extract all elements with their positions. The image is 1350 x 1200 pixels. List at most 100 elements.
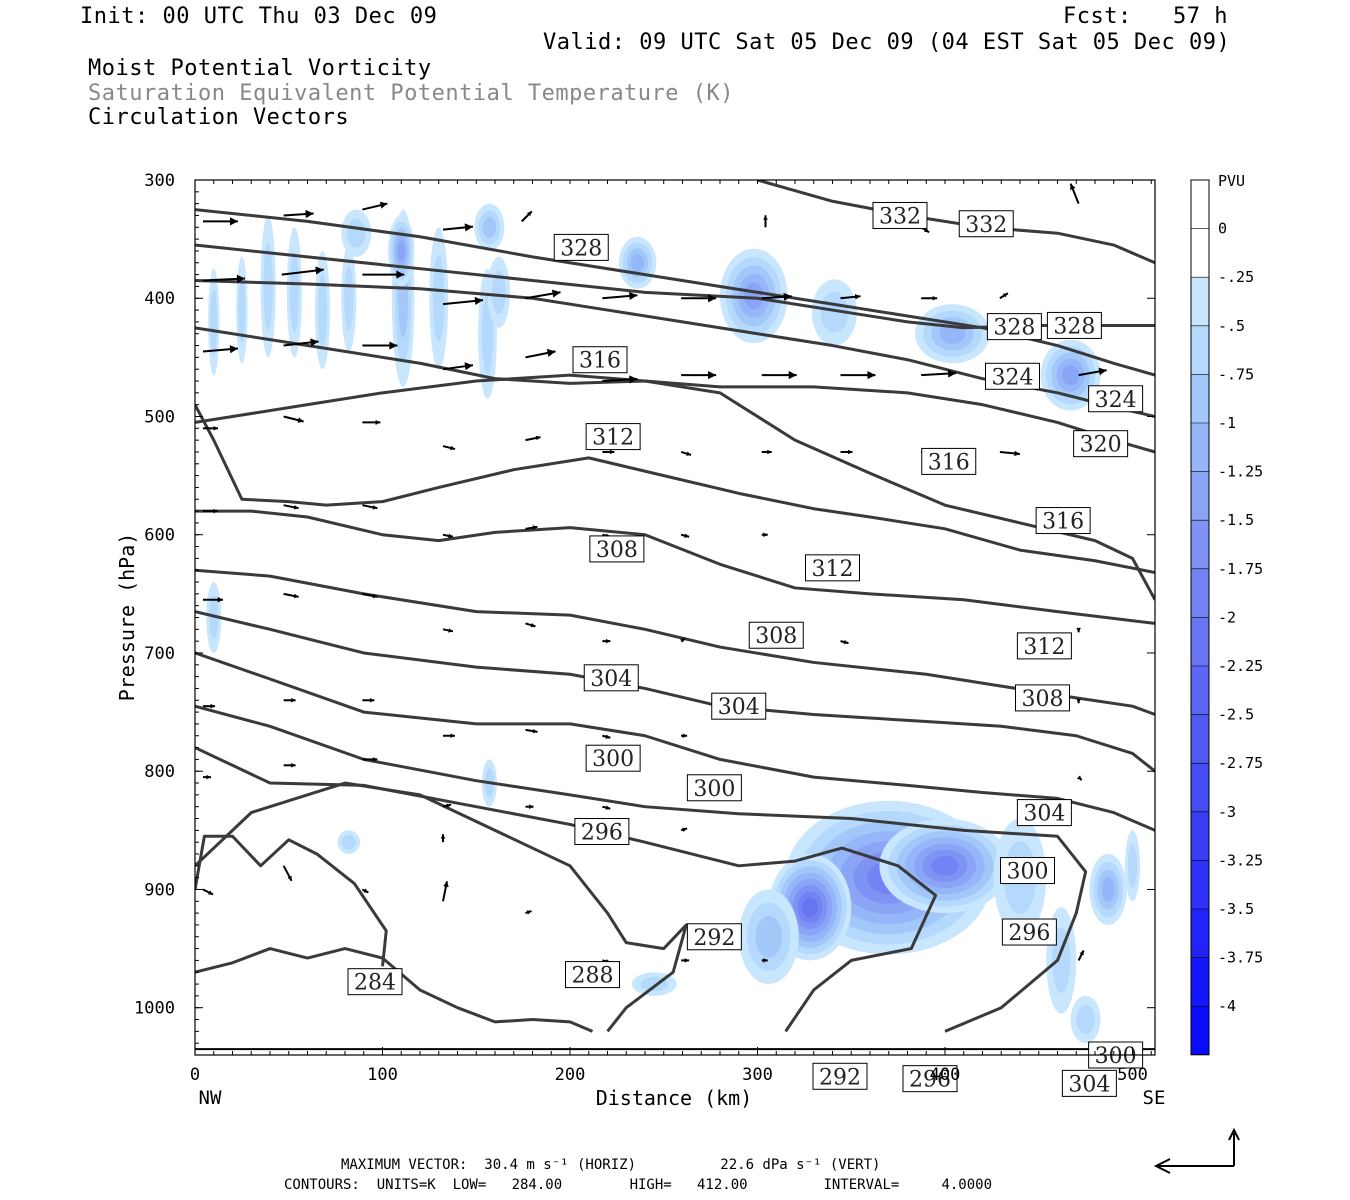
colorbar-swatch-10 [1191, 666, 1209, 715]
colorbar-label-1: -.25 [1218, 268, 1254, 286]
theta-es-contours [195, 180, 1155, 1051]
contour-label-296-25: 296 [1001, 918, 1057, 946]
circulation-vector-48 [442, 533, 454, 539]
circulation-vector-54 [283, 592, 299, 599]
svg-text:700: 700 [144, 644, 175, 664]
svg-text:328: 328 [993, 316, 1035, 341]
svg-text:316: 316 [579, 349, 621, 374]
circulation-vector-62 [203, 703, 215, 709]
svg-text:300: 300 [1095, 1044, 1137, 1069]
circulation-vector-68 [681, 733, 688, 739]
svg-text:304: 304 [1023, 802, 1065, 827]
circulation-vector-46 [283, 504, 299, 510]
pv-area-2-level-1 [347, 218, 366, 248]
contour-label-288-27: 288 [565, 961, 620, 989]
svg-text:1000: 1000 [134, 999, 175, 1019]
pv-area-28-level-1 [1076, 1004, 1095, 1035]
circulation-vector-35 [362, 419, 381, 425]
reference-vector-icon [1153, 1127, 1240, 1174]
colorbar-swatch-0 [1191, 180, 1209, 229]
circulation-vector-39 [680, 451, 692, 456]
circulation-vector-78 [361, 888, 369, 894]
colorbar-label-6: -1.5 [1218, 511, 1254, 529]
pv-area-11-level-2 [482, 216, 497, 238]
contour-label-300-20: 300 [686, 774, 742, 802]
contour-label-332-1: 332 [958, 210, 1014, 238]
circulation-vector-75 [680, 827, 688, 832]
svg-text:320: 320 [1080, 433, 1122, 458]
pv-area-3-level-1 [432, 254, 445, 342]
colorbar-label-5: -1.25 [1218, 463, 1263, 481]
contour-label-308-14: 308 [748, 621, 804, 649]
nw-end-label: NW [199, 1087, 222, 1109]
circulation-vector-83 [681, 958, 690, 963]
circulation-vector-56 [442, 628, 454, 633]
circulation-vector-41 [840, 449, 853, 455]
colorbar-swatch-17 [1191, 1006, 1209, 1055]
colorbar-label-0: 0 [1218, 220, 1227, 238]
circulation-vector-59 [680, 637, 686, 643]
axes: 0 100 200 300 400 500300400500600700800900100… [134, 171, 1155, 1085]
circulation-vector-12 [362, 341, 398, 350]
theta-es-contour-332-14 [195, 208, 1155, 377]
colorbar-swatch-14 [1191, 860, 1209, 909]
colorbar-title: PVU [1218, 172, 1245, 190]
colorbar-swatch-16 [1191, 957, 1209, 1007]
pv-area-1-level-4 [397, 240, 405, 262]
theta-es-contour-328-12 [195, 279, 1155, 418]
circulation-vector-40 [761, 449, 772, 455]
contour-label-312-13: 312 [805, 554, 860, 582]
pv-area-13-level-4 [744, 282, 764, 310]
contour-label-320-10: 320 [1073, 430, 1129, 458]
circulation-vector-33 [203, 426, 218, 431]
field-title-pv: Moist Potential Vorticity [88, 56, 432, 81]
circulation-vector-6 [442, 223, 474, 232]
svg-text:312: 312 [1023, 635, 1065, 660]
theta-es-contour-332-15 [757, 180, 1155, 265]
pv-area-9-level-1 [210, 289, 218, 355]
circulation-vector-0 [203, 217, 238, 226]
circulation-vector-14 [525, 348, 556, 359]
theta-es-contour-300-5 [195, 651, 1155, 832]
circulation-vector-8 [525, 289, 561, 300]
circulation-vector-58 [602, 638, 611, 644]
colorbar-swatch-3 [1191, 325, 1209, 375]
svg-text:292: 292 [819, 1065, 861, 1090]
circulation-vector-15 [602, 291, 638, 300]
colorbar-label-16: -4 [1218, 997, 1236, 1015]
contour-label-332-0: 332 [872, 201, 928, 229]
circulation-vector-29 [763, 215, 768, 228]
pv-area-6-level-1 [289, 252, 299, 333]
svg-text:100: 100 [367, 1065, 398, 1085]
pv-area-5-level-1 [263, 242, 273, 331]
circulation-vector-27 [1078, 367, 1107, 377]
circulation-vector-61 [840, 639, 849, 645]
contour-label-304-21: 304 [1016, 799, 1072, 827]
svg-text:328: 328 [560, 236, 602, 261]
pv-area-7-level-1 [317, 273, 328, 347]
svg-text:300: 300 [144, 171, 175, 191]
circulation-vector-16 [681, 294, 717, 303]
circulation-vector-49 [525, 525, 538, 530]
circulation-vector-21 [602, 375, 638, 384]
svg-text:500: 500 [1117, 1065, 1148, 1085]
circulation-vector-20 [999, 292, 1009, 300]
contour-label-328-2: 328 [553, 233, 609, 261]
contour-label-304-17: 304 [711, 692, 767, 720]
colorbar-label-14: -3.5 [1218, 900, 1254, 918]
svg-text:296: 296 [909, 1068, 951, 1093]
circulation-vector-45 [203, 508, 218, 514]
contour-label-316-9: 316 [921, 447, 977, 475]
svg-text:296: 296 [581, 821, 623, 846]
colorbar-label-11: -2.75 [1218, 754, 1263, 772]
pv-area-24-level-2 [755, 915, 783, 958]
circulation-vector-71 [362, 757, 378, 762]
svg-text:312: 312 [812, 557, 854, 582]
circulation-vector-51 [680, 533, 690, 538]
circulation-vector-70 [283, 763, 296, 768]
circulation-vector-85 [1077, 949, 1085, 961]
circulation-vector-69 [203, 774, 211, 780]
colorbar-swatch-2 [1191, 277, 1209, 326]
theta-es-contour-312-8 [195, 509, 1155, 625]
colorbar-swatch-5 [1191, 423, 1209, 472]
